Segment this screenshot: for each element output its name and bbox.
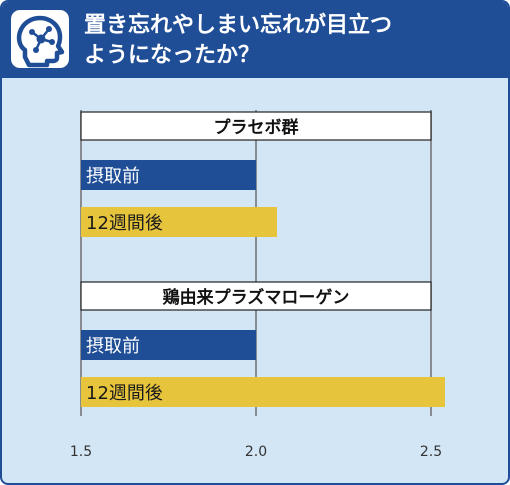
x-tick-labels: 1.5 2.0 2.5 bbox=[70, 444, 442, 460]
x-tick-label-0: 1.5 bbox=[70, 444, 92, 460]
bar-label-0-0: 摂取前 bbox=[86, 166, 140, 187]
group-header-0 bbox=[80, 111, 432, 141]
title-line-2: ようになったか？ bbox=[84, 43, 261, 68]
head-brain-icon bbox=[11, 10, 69, 68]
x-tick-label-1: 2.0 bbox=[245, 444, 267, 460]
bar-label-0-1: 12週間後 bbox=[86, 213, 163, 234]
bar-0-1 bbox=[81, 207, 277, 237]
header-bar: 置き忘れやしまい忘れが目立つ ようになったか？ bbox=[2, 2, 508, 78]
bar-1-1 bbox=[81, 377, 445, 407]
group-label-0: プラセボ群 bbox=[214, 117, 299, 138]
x-tick-label-2: 2.5 bbox=[420, 444, 442, 460]
group-header-1 bbox=[80, 281, 432, 311]
bar-label-1-0: 摂取前 bbox=[86, 336, 140, 357]
bar-0-0 bbox=[81, 160, 256, 190]
chart-title: 置き忘れやしまい忘れが目立つ ようになったか？ bbox=[84, 11, 504, 71]
group-label-1: 鶏由来プラズマローゲン bbox=[163, 287, 350, 308]
grid-lines bbox=[80, 110, 432, 416]
bar-label-1-1: 12週間後 bbox=[86, 383, 163, 404]
title-line-1: 置き忘れやしまい忘れが目立つ bbox=[84, 13, 393, 38]
bar-1-0 bbox=[81, 330, 256, 360]
